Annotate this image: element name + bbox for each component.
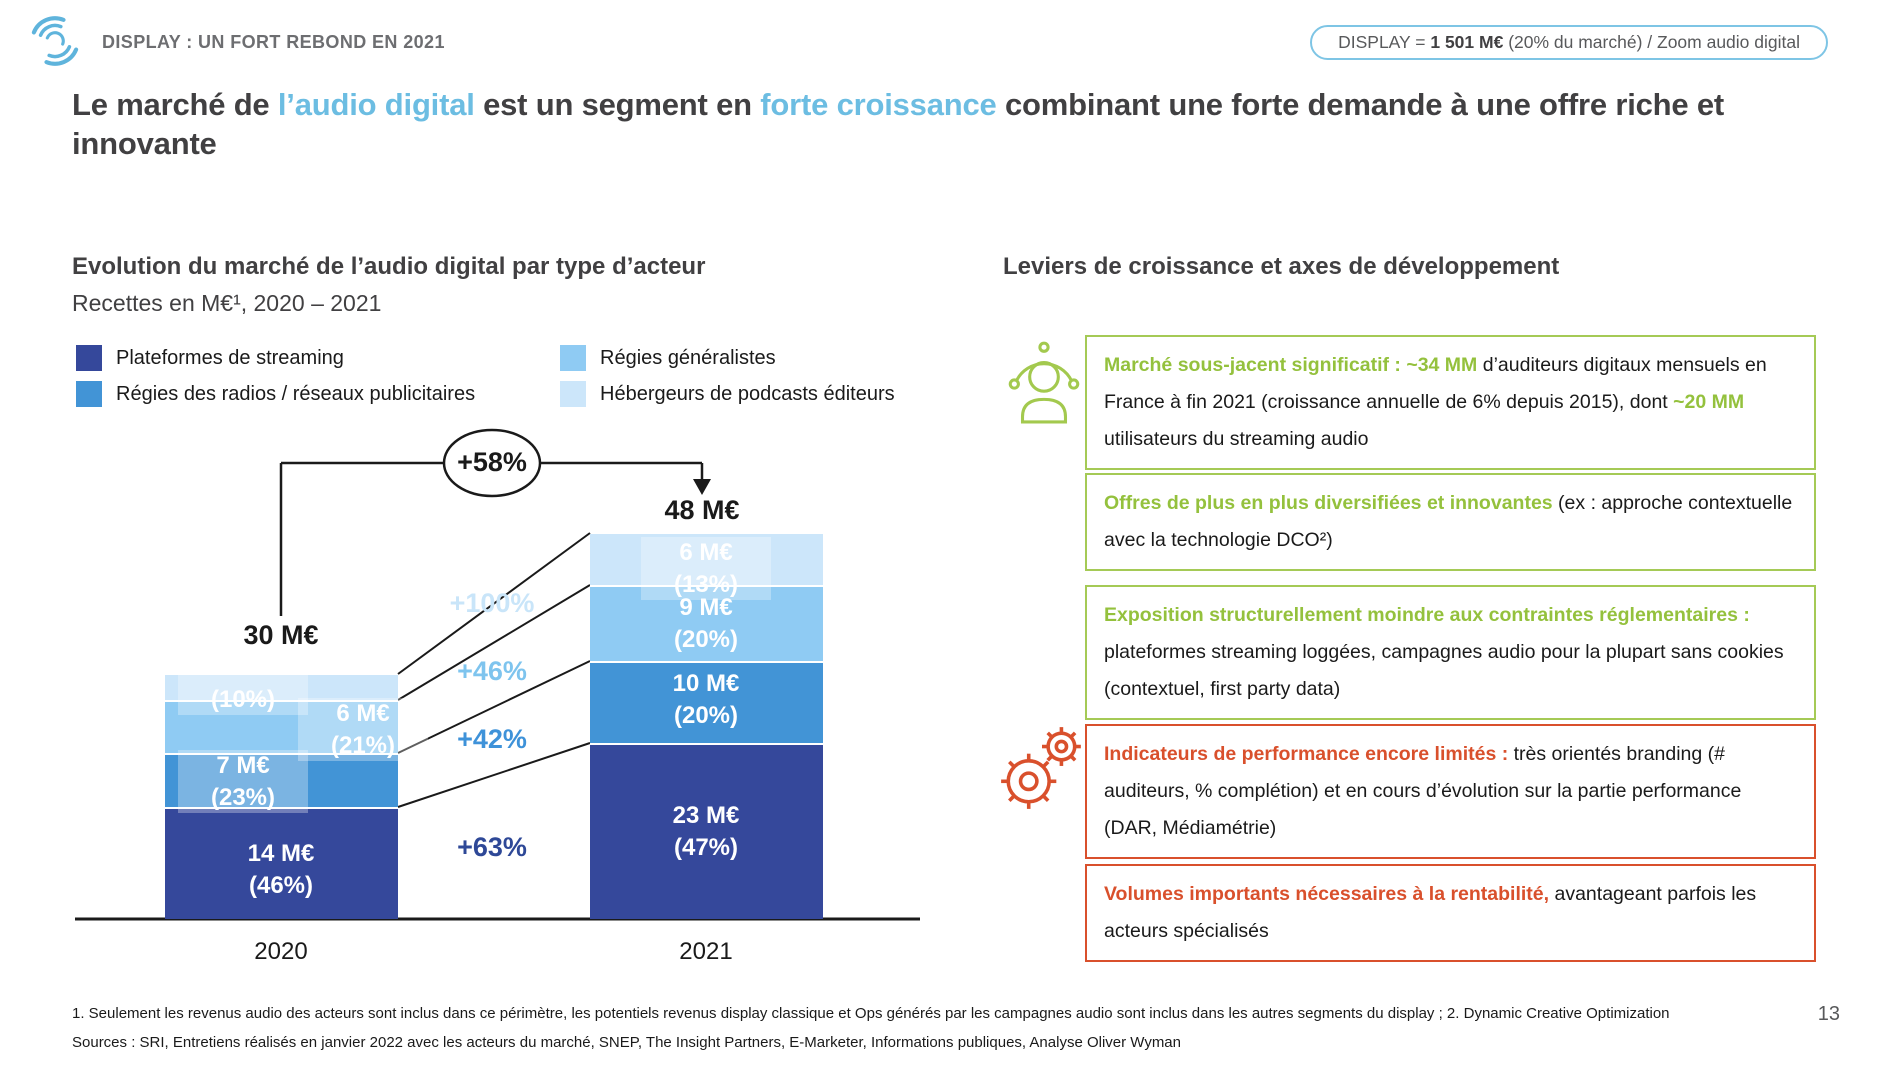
segment-regies-generalistes-2020 bbox=[165, 700, 398, 753]
segment-value: 23 M€ bbox=[672, 802, 740, 829]
segment-streaming-2020 bbox=[165, 807, 398, 919]
axis-label-2020: 2020 bbox=[254, 938, 308, 965]
growth-hebergeurs: +100% bbox=[449, 588, 535, 618]
legend-swatch bbox=[560, 345, 586, 371]
segment-share: (13%) bbox=[673, 570, 739, 598]
bar-2021 bbox=[590, 534, 823, 919]
lever-box-volumes-rentabilite: Volumes importants nécessaires à la rent… bbox=[1085, 864, 1816, 963]
title-part-accent: forte croissance bbox=[760, 87, 997, 122]
legend-swatch bbox=[76, 381, 102, 407]
badge-suffix: (20% du marché) / Zoom audio digital bbox=[1503, 32, 1800, 52]
legend-item-regies-generalistes: Régies généralistes bbox=[560, 345, 776, 371]
lever-box-marche-sous-jacent: Marché sous-jacent significatif : ~34 MM… bbox=[1085, 335, 1816, 471]
lever-lead: Exposition structurellement moindre aux … bbox=[1104, 604, 1750, 626]
legend-label: Plateformes de streaming bbox=[116, 346, 344, 369]
segment-value: 3 M€ bbox=[216, 654, 270, 681]
segment-share: (47%) bbox=[673, 833, 739, 861]
lever-text: avantageant parfois les acteurs spéciali… bbox=[1104, 883, 1757, 943]
title-part: Le marché de bbox=[72, 87, 278, 122]
lever-box-indicateurs-performance: Indicateurs de performance encore limité… bbox=[1085, 724, 1816, 860]
legend-label: Régies généralistes bbox=[600, 346, 776, 369]
segment-share: (20%) bbox=[673, 625, 739, 653]
label-regies-generalistes-2021: 9 M€ (20%) bbox=[641, 592, 771, 655]
segment-share: (21%) bbox=[330, 731, 396, 759]
lever-text: plateformes streaming loggées, campagnes… bbox=[1104, 641, 1784, 701]
footnote: 1. Seulement les revenus audio des acteu… bbox=[72, 1005, 1670, 1022]
legend-item-hebergeurs: Hébergeurs de podcasts éditeurs bbox=[560, 381, 895, 407]
label-regies-radios-2020: 7 M€ (23%) bbox=[178, 750, 308, 814]
label-regies-radios-2021: 10 M€ (20%) bbox=[641, 668, 771, 731]
segment-value: 10 M€ bbox=[672, 670, 740, 697]
title-part: combinant une forte demande à une offre … bbox=[72, 87, 1725, 161]
total-growth-label: +58% bbox=[457, 447, 527, 477]
segment-value: 9 M€ bbox=[679, 594, 733, 621]
segment-value: 6 M€ bbox=[336, 700, 390, 727]
segment-value: 14 M€ bbox=[247, 840, 315, 867]
lever-highlight: ~20 MM bbox=[1673, 391, 1745, 414]
lever-lead: Marché sous-jacent significatif : ~34 MM bbox=[1104, 354, 1478, 376]
badge-value: 1 501 M€ bbox=[1430, 32, 1504, 52]
legend-item-streaming: Plateformes de streaming bbox=[76, 345, 344, 371]
growth-streaming: +63% bbox=[457, 832, 527, 862]
lever-text: utilisateurs du streaming audio bbox=[1104, 428, 1369, 451]
swirl-logo-icon bbox=[31, 16, 79, 66]
segment-hebergeurs-2021 bbox=[590, 534, 823, 585]
slide-section-title: DISPLAY : UN FORT REBOND EN 2021 bbox=[102, 32, 445, 52]
gears-icon bbox=[1001, 727, 1081, 809]
legend-item-regies-radios: Régies des radios / réseaux publicitaire… bbox=[76, 381, 475, 407]
growth-regies-generalistes: +46% bbox=[457, 656, 527, 686]
segment-share: (10%) bbox=[210, 685, 276, 713]
lever-box-offres-diversifiees: Offres de plus en plus diversifiées et i… bbox=[1085, 473, 1816, 572]
audience-reach-icon bbox=[1008, 341, 1080, 424]
lever-lead: Volumes importants nécessaires à la rent… bbox=[1104, 883, 1550, 905]
segment-value: 6 M€ bbox=[679, 539, 733, 566]
segment-regies-generalistes-2021 bbox=[590, 585, 823, 661]
market-size-badge: DISPLAY = 1 501 M€ (20% du marché) / Zoo… bbox=[1310, 25, 1828, 60]
label-regies-generalistes-2020: 6 M€ (21%) bbox=[298, 698, 428, 762]
lever-text: (ex : approche contextuelle avec la tech… bbox=[1104, 492, 1793, 552]
legend-swatch bbox=[76, 345, 102, 371]
total-2021-label: 48 M€ bbox=[664, 495, 740, 525]
lever-box-exposition-reglementaire: Exposition structurellement moindre aux … bbox=[1085, 585, 1816, 721]
title-part-accent: l’audio digital bbox=[277, 87, 475, 122]
segment-share: (46%) bbox=[248, 871, 314, 899]
segment-share: (20%) bbox=[673, 701, 739, 729]
label-streaming-2021: 23 M€ (47%) bbox=[641, 800, 771, 863]
lever-lead: Offres de plus en plus diversifiées et i… bbox=[1104, 492, 1553, 514]
title-part: est un segment en bbox=[474, 87, 761, 122]
segment-regies-radios-2021 bbox=[590, 661, 823, 743]
label-streaming-2020: 14 M€ (46%) bbox=[216, 838, 346, 901]
bar-2020 bbox=[165, 675, 398, 919]
legend-label: Régies des radios / réseaux publicitaire… bbox=[116, 382, 476, 405]
chart-title: Evolution du marché de l’audio digital p… bbox=[72, 253, 706, 280]
page-title: Le marché de l’audio digital est un segm… bbox=[72, 86, 1822, 164]
chart-subtitle: Recettes en M€¹, 2020 – 2021 bbox=[72, 290, 382, 316]
segment-streaming-2021 bbox=[590, 743, 823, 919]
total-2020-label: 30 M€ bbox=[243, 620, 319, 650]
growth-regies-radios: +42% bbox=[457, 724, 527, 754]
legend-swatch bbox=[560, 381, 586, 407]
badge-prefix: DISPLAY = bbox=[1338, 32, 1431, 52]
label-hebergeurs-2020: 3 M€ (10%) bbox=[178, 652, 308, 716]
segment-share: (23%) bbox=[210, 783, 276, 811]
segment-value: 7 M€ bbox=[216, 752, 270, 779]
levers-heading: Leviers de croissance et axes de dévelop… bbox=[1003, 253, 1560, 280]
axis-label-2021: 2021 bbox=[679, 938, 733, 965]
segment-regies-radios-2020 bbox=[165, 753, 398, 807]
lever-lead: Indicateurs de performance encore limité… bbox=[1104, 743, 1509, 765]
legend-label: Hébergeurs de podcasts éditeurs bbox=[600, 382, 895, 405]
sources-line: Sources : SRI, Entretiens réalisés en ja… bbox=[72, 1034, 1181, 1051]
lever-text: d’auditeurs digitaux mensuels en France … bbox=[1104, 354, 1767, 414]
segment-hebergeurs-2020 bbox=[165, 675, 398, 700]
page-number: 13 bbox=[1817, 1003, 1840, 1025]
lever-text: très orientés branding (# auditeurs, % c… bbox=[1104, 743, 1742, 840]
label-hebergeurs-2021: 6 M€ (13%) bbox=[641, 537, 771, 601]
